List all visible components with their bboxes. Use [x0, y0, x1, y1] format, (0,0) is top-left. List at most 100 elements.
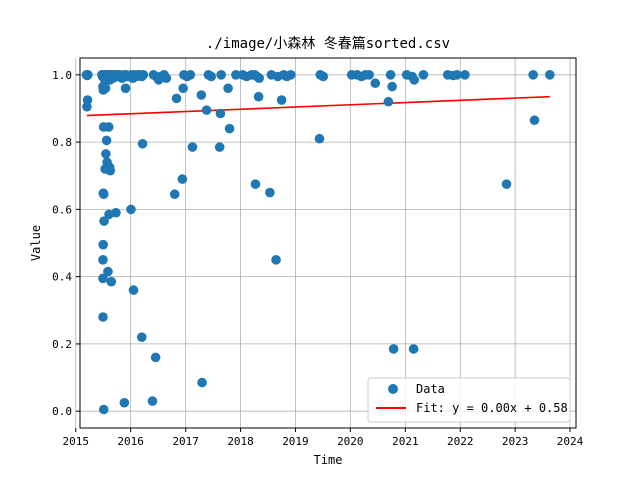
data-point [387, 81, 397, 92]
data-point [265, 187, 275, 198]
data-point [364, 70, 374, 80]
data-point [98, 404, 109, 415]
x-axis-label: Time [314, 453, 343, 467]
chart-title: ./image/小森林 冬春篇sorted.csv [206, 36, 450, 52]
data-point [385, 70, 396, 80]
data-point [101, 149, 111, 159]
data-point [285, 70, 296, 80]
data-point [528, 70, 538, 80]
data-point [314, 133, 325, 144]
data-point [82, 95, 93, 105]
data-point [137, 138, 148, 149]
data-point [545, 70, 555, 80]
data-point [250, 179, 261, 189]
data-point [452, 70, 462, 80]
y-tick-label: 0.6 [52, 203, 72, 216]
data-point [215, 108, 226, 119]
data-point [103, 266, 113, 277]
legend-box [367, 377, 571, 423]
data-point [150, 352, 161, 363]
data-point [529, 115, 540, 126]
x-tick-label: 2021 [392, 435, 419, 448]
data-point [197, 377, 207, 388]
data-point [253, 91, 264, 102]
data-point [119, 397, 130, 408]
data-point [120, 83, 131, 94]
data-point [126, 204, 136, 215]
y-tick-label: 0.2 [52, 338, 72, 351]
x-tick-label: 2024 [557, 435, 584, 448]
y-tick-label: 0.0 [52, 405, 72, 418]
data-point [214, 142, 225, 152]
y-tick-label: 0.4 [52, 271, 72, 284]
x-tick-label: 2017 [172, 435, 199, 448]
data-point [98, 239, 108, 250]
data-point [177, 174, 188, 184]
x-tick-label: 2018 [227, 435, 254, 448]
data-point [98, 189, 109, 200]
grid-lines [75, 58, 576, 428]
data-point [128, 285, 139, 295]
data-point [187, 142, 198, 152]
data-point [206, 71, 217, 82]
data-point [231, 70, 241, 80]
data-point [408, 344, 419, 354]
plot-frame [79, 57, 577, 429]
data-point [83, 70, 93, 80]
legend-fit-label: Fit: y = 0.00x + 0.58 [416, 401, 568, 415]
data-point [318, 71, 329, 82]
data-point [216, 70, 226, 80]
data-point [409, 75, 420, 85]
data-point [103, 122, 114, 132]
data-point [161, 73, 172, 83]
data-point [201, 105, 212, 115]
x-tick-label: 2022 [447, 435, 474, 448]
fit-line-group [86, 95, 550, 117]
data-point [169, 189, 180, 200]
y-tick-label: 0.8 [52, 136, 72, 149]
data-points [81, 70, 555, 415]
data-point [98, 312, 108, 322]
data-point [370, 78, 381, 89]
data-point [418, 70, 429, 80]
fit-line [86, 95, 550, 117]
data-point [383, 96, 394, 107]
data-point [147, 396, 158, 406]
data-point [185, 70, 196, 80]
legend-data-marker [388, 384, 398, 394]
data-point [98, 255, 108, 265]
x-tick-label: 2015 [63, 435, 90, 448]
data-point [99, 216, 109, 226]
data-point [106, 276, 117, 287]
data-point [171, 93, 182, 104]
x-axis-ticks: 2015 2016 2017 2018 2019 2020 2021 2022 2023 2024 [63, 428, 584, 448]
data-point [196, 90, 207, 100]
legend-data-label: Data [416, 382, 445, 396]
y-axis-label: Value [29, 225, 43, 261]
x-tick-label: 2019 [282, 435, 309, 448]
data-point [501, 179, 512, 189]
legend: Data Fit: y = 0.00x + 0.58 [367, 377, 571, 423]
data-point [224, 123, 235, 134]
data-point [388, 344, 399, 354]
y-tick-label: 1.0 [52, 69, 72, 82]
data-point [111, 207, 121, 218]
data-point [271, 255, 281, 265]
data-point [138, 70, 149, 80]
data-point [105, 165, 116, 176]
y-axis-ticks: 0.0 0.2 0.4 0.6 0.8 1.0 [52, 69, 80, 418]
data-point [136, 332, 147, 342]
data-point [254, 73, 265, 83]
data-point [178, 83, 188, 94]
data-point [460, 70, 470, 80]
data-point [276, 95, 287, 105]
data-point [101, 135, 112, 146]
x-tick-label: 2023 [502, 435, 529, 448]
data-point [98, 273, 108, 284]
x-tick-label: 2020 [337, 435, 364, 448]
data-point [100, 83, 111, 94]
data-point [223, 83, 233, 94]
x-tick-label: 2016 [117, 435, 144, 448]
